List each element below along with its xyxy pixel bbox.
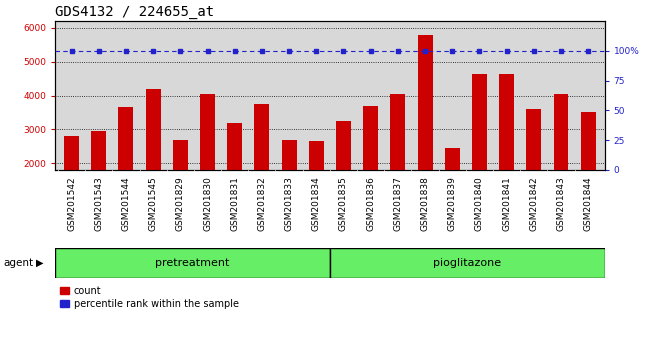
Bar: [330, 248, 604, 278]
Text: GSM201843: GSM201843: [556, 176, 566, 231]
Bar: [64, 136, 79, 231]
Text: GSM201842: GSM201842: [529, 176, 538, 231]
Text: GSM201844: GSM201844: [584, 176, 593, 231]
Bar: [417, 35, 432, 231]
Bar: [254, 104, 269, 231]
Bar: [173, 140, 188, 231]
Text: ▶: ▶: [36, 258, 44, 268]
Text: GSM201834: GSM201834: [312, 176, 321, 231]
Text: GSM201836: GSM201836: [366, 176, 375, 231]
Text: GSM201545: GSM201545: [149, 176, 158, 231]
Text: GSM201542: GSM201542: [67, 176, 76, 231]
Text: pretreatment: pretreatment: [155, 258, 229, 268]
Text: GSM201831: GSM201831: [230, 176, 239, 231]
Bar: [118, 107, 133, 231]
Bar: [200, 94, 215, 231]
Bar: [554, 94, 569, 231]
Bar: [472, 74, 487, 231]
Bar: [445, 148, 460, 231]
Bar: [526, 109, 541, 231]
Text: GSM201543: GSM201543: [94, 176, 103, 231]
Text: GSM201835: GSM201835: [339, 176, 348, 231]
Text: GSM201841: GSM201841: [502, 176, 511, 231]
Bar: [91, 131, 106, 231]
Text: GDS4132 / 224655_at: GDS4132 / 224655_at: [55, 5, 214, 19]
Text: GSM201840: GSM201840: [475, 176, 484, 231]
Text: GSM201833: GSM201833: [285, 176, 294, 231]
Bar: [309, 141, 324, 231]
Bar: [580, 112, 595, 231]
Text: GSM201832: GSM201832: [257, 176, 266, 231]
Text: pioglitazone: pioglitazone: [433, 258, 501, 268]
Bar: [281, 140, 296, 231]
Bar: [336, 121, 351, 231]
Bar: [499, 74, 514, 231]
Bar: [227, 122, 242, 231]
Text: GSM201830: GSM201830: [203, 176, 212, 231]
Text: GSM201839: GSM201839: [448, 176, 457, 231]
Bar: [55, 248, 330, 278]
Text: GSM201838: GSM201838: [421, 176, 430, 231]
Text: GSM201837: GSM201837: [393, 176, 402, 231]
Bar: [146, 89, 161, 231]
Text: agent: agent: [3, 258, 33, 268]
Text: GSM201544: GSM201544: [122, 176, 131, 231]
Text: GSM201829: GSM201829: [176, 176, 185, 231]
Bar: [363, 106, 378, 231]
Legend: count, percentile rank within the sample: count, percentile rank within the sample: [60, 286, 239, 309]
Bar: [391, 94, 406, 231]
